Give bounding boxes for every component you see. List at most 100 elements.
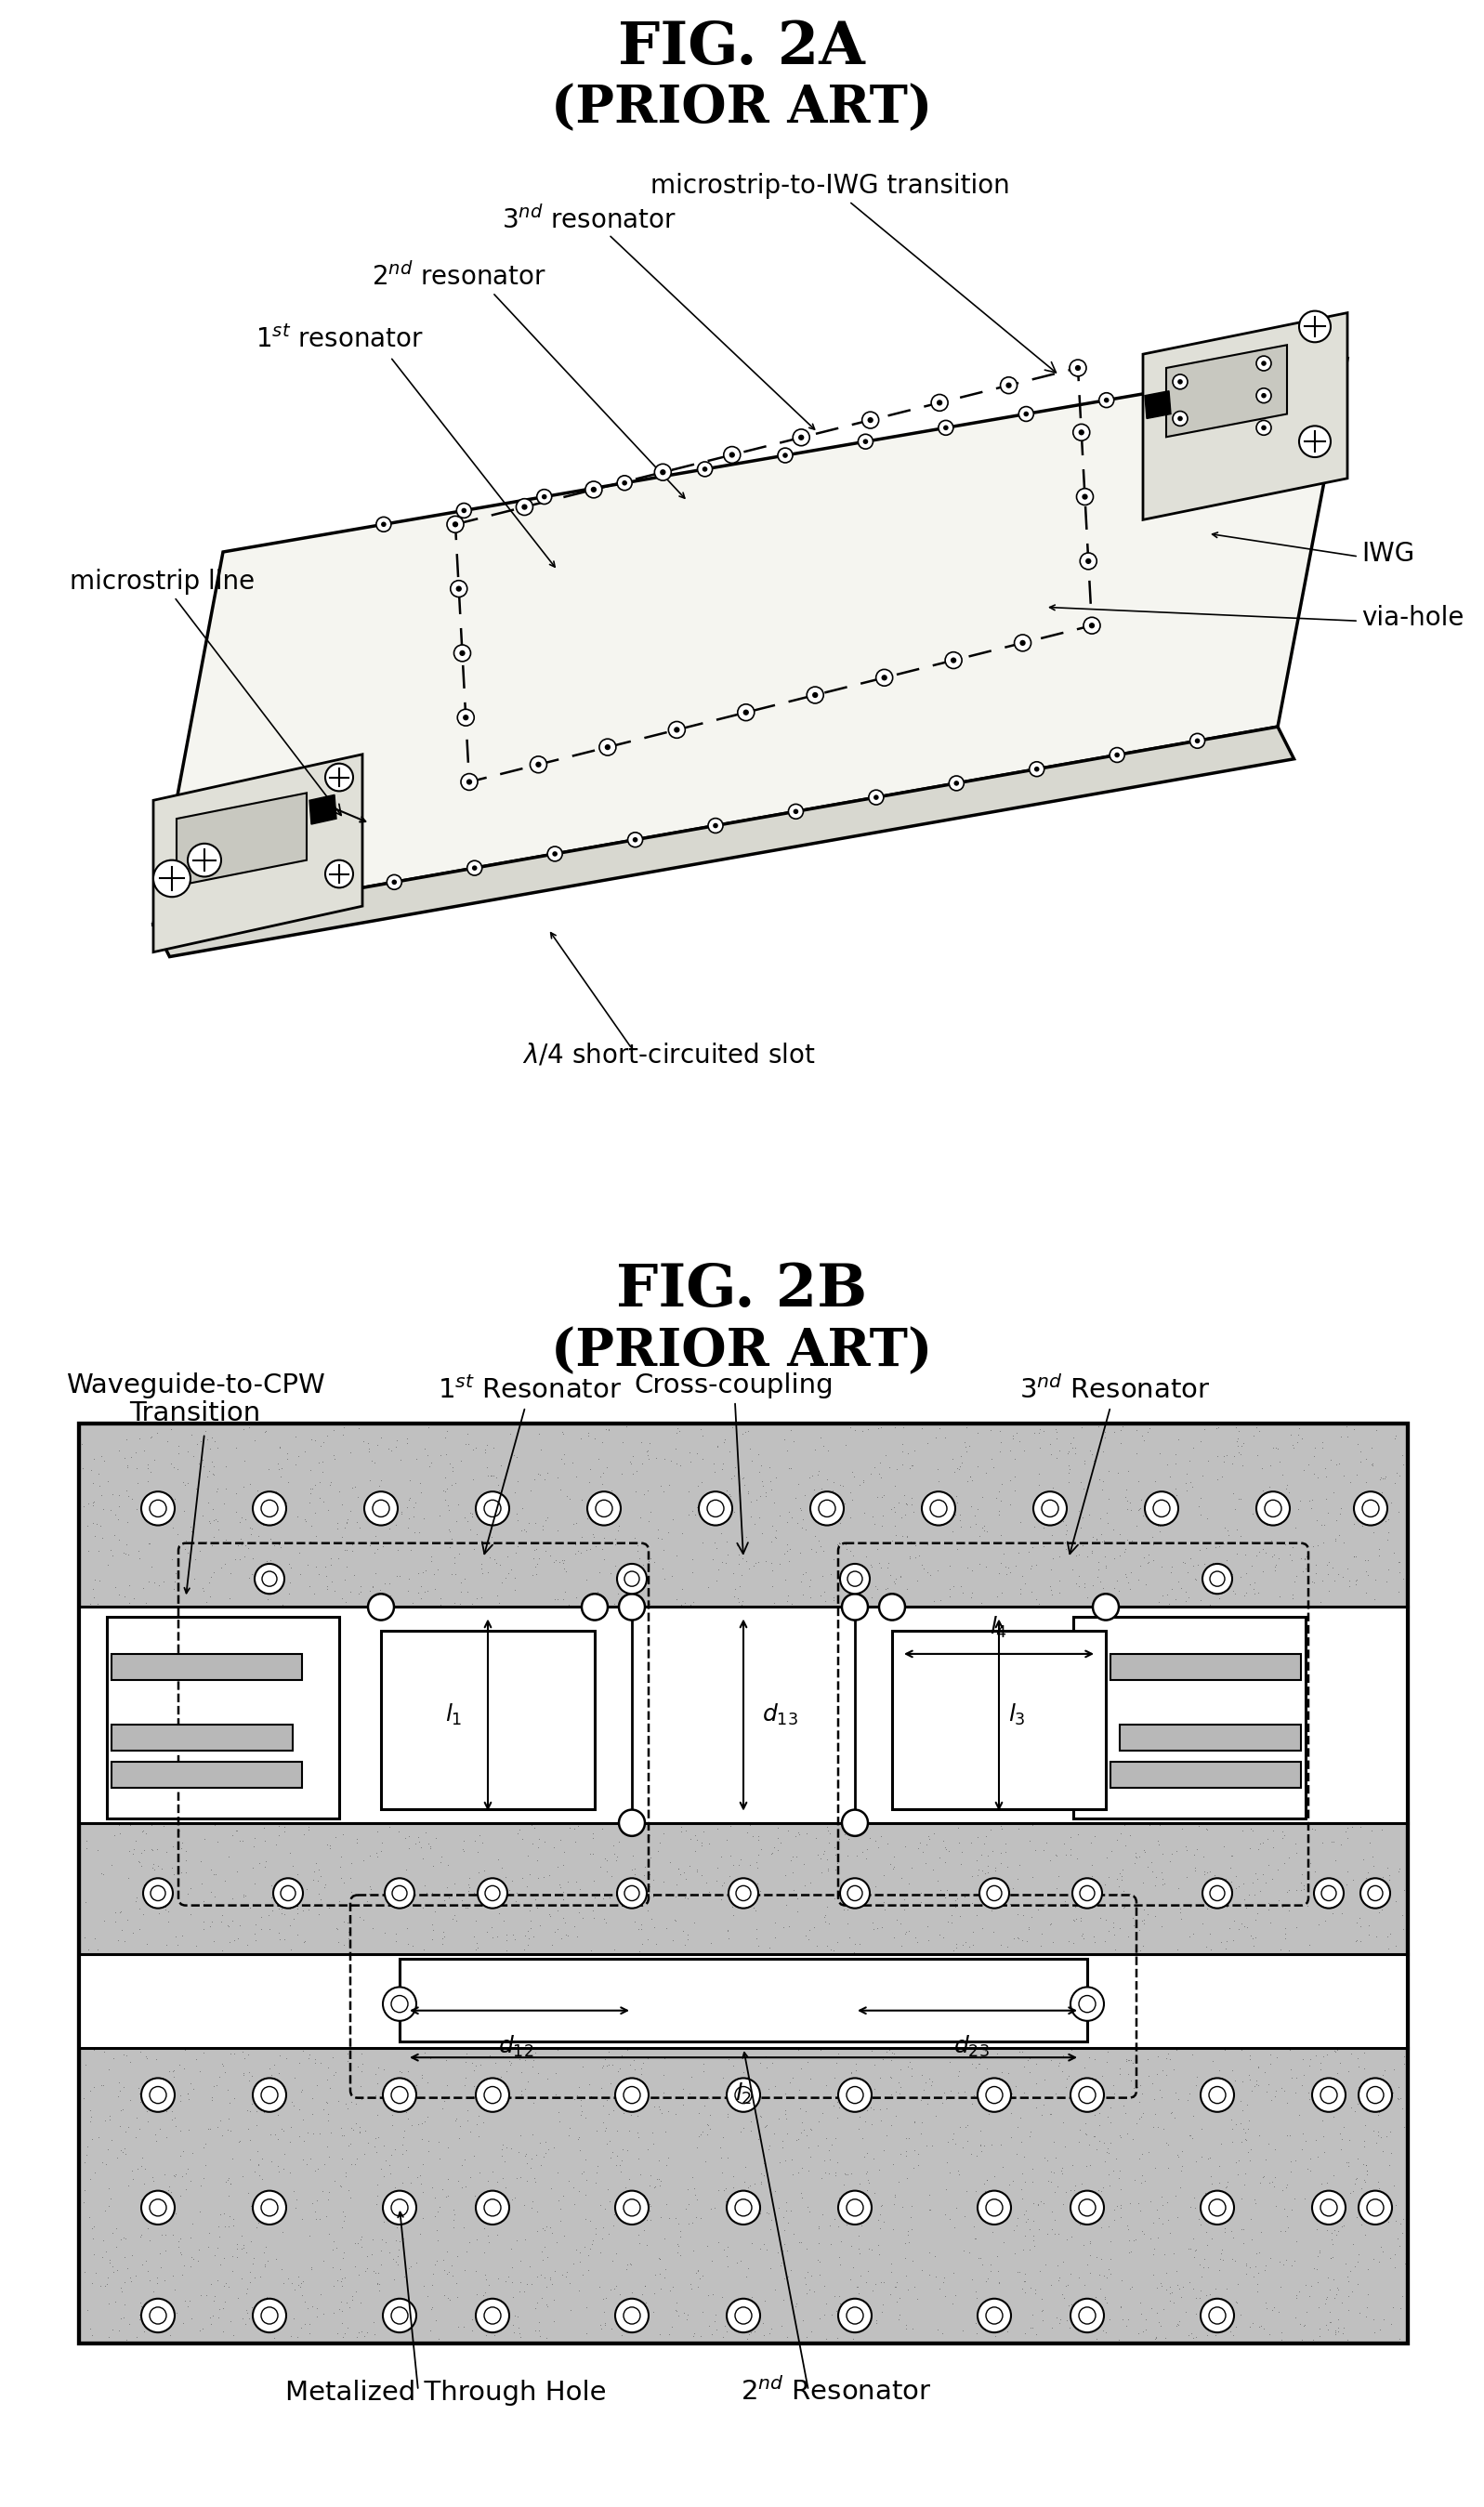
Circle shape [542,494,548,499]
Circle shape [727,2191,760,2224]
Circle shape [141,1492,175,1524]
Circle shape [392,2199,408,2216]
Circle shape [840,1564,870,1594]
Circle shape [1144,1492,1178,1524]
Circle shape [392,1996,408,2013]
Circle shape [938,421,953,436]
Circle shape [1114,752,1120,757]
Circle shape [1312,2078,1346,2111]
Circle shape [383,1988,417,2021]
Circle shape [1082,494,1088,499]
Circle shape [868,416,873,424]
Circle shape [1261,426,1266,431]
Circle shape [1006,384,1012,389]
Text: FIG. 2B: FIG. 2B [616,1261,867,1319]
Circle shape [1100,394,1114,409]
Circle shape [838,2191,871,2224]
Circle shape [840,1878,870,1908]
Circle shape [530,757,546,772]
Circle shape [383,2299,417,2332]
Circle shape [537,489,552,504]
Circle shape [447,516,463,531]
Circle shape [1209,2086,1226,2103]
Circle shape [625,1885,640,1900]
Circle shape [794,810,798,815]
Circle shape [1321,1885,1336,1900]
Circle shape [484,2086,502,2103]
Text: Metalized Through Hole: Metalized Through Hole [285,2379,607,2407]
Circle shape [735,2199,752,2216]
Circle shape [792,429,810,446]
Circle shape [582,1594,608,1620]
Polygon shape [1143,313,1347,519]
Circle shape [1110,747,1125,762]
Bar [381,1630,595,1808]
Circle shape [1024,411,1028,416]
Circle shape [485,1885,500,1900]
Circle shape [600,740,616,755]
Circle shape [930,1499,947,1517]
Bar [79,1607,1408,1823]
Circle shape [623,2199,640,2216]
Circle shape [1201,2191,1235,2224]
Circle shape [368,1594,393,1620]
Circle shape [457,504,472,519]
Circle shape [862,439,868,444]
Circle shape [1321,2086,1337,2103]
Circle shape [987,1885,1002,1900]
Circle shape [654,464,671,481]
Circle shape [1079,2199,1095,2216]
Text: via-hole: via-hole [1361,604,1463,632]
Circle shape [1313,1878,1343,1908]
Circle shape [1209,2306,1226,2324]
Circle shape [1202,1564,1232,1594]
Circle shape [951,657,956,664]
Circle shape [252,2078,286,2111]
Circle shape [453,521,459,526]
Circle shape [1257,421,1272,436]
Circle shape [858,434,873,449]
Circle shape [478,1878,508,1908]
Circle shape [1195,737,1201,745]
Circle shape [1261,394,1266,399]
Circle shape [476,2191,509,2224]
Circle shape [985,2086,1003,2103]
Circle shape [1070,2191,1104,2224]
Circle shape [1177,416,1183,421]
Text: $l_4$: $l_4$ [990,1615,1008,1640]
Circle shape [591,486,597,491]
Bar [1110,1655,1301,1680]
Circle shape [950,775,965,790]
Circle shape [1368,1885,1383,1900]
Bar [111,1725,292,1750]
Circle shape [1104,399,1109,404]
Circle shape [668,722,686,737]
Text: $\lambda$/4 short-circuited slot: $\lambda$/4 short-circuited slot [522,1043,816,1068]
Circle shape [456,587,462,592]
Polygon shape [153,727,1294,958]
Circle shape [325,765,353,792]
Circle shape [377,516,392,531]
Text: $l_3$: $l_3$ [1008,1702,1025,1727]
Circle shape [812,692,818,697]
Circle shape [552,852,558,857]
Circle shape [727,2078,760,2111]
Circle shape [516,499,533,516]
Circle shape [604,745,610,750]
Circle shape [736,1885,751,1900]
Text: Transition: Transition [129,1401,261,1426]
Circle shape [985,2306,1003,2324]
Circle shape [876,669,893,687]
Circle shape [616,2078,649,2111]
Circle shape [1201,2299,1235,2332]
Circle shape [1153,1499,1169,1517]
Circle shape [451,582,467,597]
Circle shape [372,1499,389,1517]
Circle shape [150,2086,166,2103]
Circle shape [628,832,643,847]
Circle shape [847,1885,862,1900]
Circle shape [1083,617,1100,634]
Text: $d_{13}$: $d_{13}$ [761,1702,798,1727]
Polygon shape [177,792,307,885]
Circle shape [1358,2191,1392,2224]
